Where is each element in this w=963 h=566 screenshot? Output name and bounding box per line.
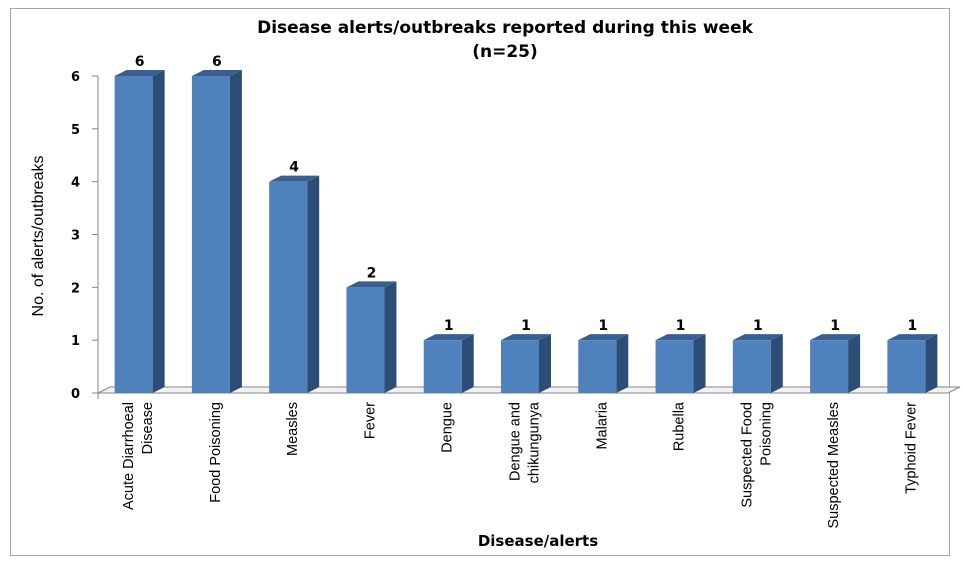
data-label: 4 (289, 160, 299, 176)
chart-subtitle: (n=25) (472, 42, 538, 62)
bar-front (423, 340, 462, 393)
bar (578, 334, 629, 393)
bar (810, 334, 861, 393)
bar-side (307, 175, 320, 393)
bars (114, 70, 938, 393)
chart-title: Disease alerts/outbreaks reported during… (257, 18, 754, 38)
category-label: Poisoning (758, 402, 774, 466)
category-label: Dengue (440, 402, 456, 453)
bar (423, 334, 474, 393)
bar-side (539, 334, 551, 393)
bar (501, 334, 551, 393)
bar (655, 334, 706, 393)
y-tick-label: 1 (71, 334, 80, 349)
category-label: Measles (285, 402, 301, 456)
bar-top (578, 334, 629, 341)
data-label: 6 (212, 54, 222, 70)
bar-top (269, 175, 320, 182)
bar-side (152, 70, 165, 393)
bar-side (848, 334, 861, 393)
category-label: Disease (140, 402, 156, 454)
bar (346, 281, 397, 393)
bar-top (501, 334, 551, 341)
category-label: Suspected Measles (826, 402, 842, 529)
bar-side (616, 334, 629, 393)
y-axis-title: No. of alerts/outbreaks (30, 156, 47, 317)
bar-front (578, 340, 617, 393)
data-label: 2 (367, 265, 377, 281)
bar-top (810, 334, 861, 341)
bar-front (655, 340, 694, 393)
category-label: Typhoid Fever (903, 402, 919, 494)
category-label: Food Poisoning (208, 402, 224, 503)
bar-front (269, 181, 308, 393)
bar (191, 70, 242, 393)
y-tick-label: 3 (71, 229, 80, 244)
data-label: 1 (676, 318, 686, 334)
category-label: Acute Diarrhoeal (121, 402, 137, 510)
bar-front (810, 340, 849, 393)
y-tick-label: 4 (71, 176, 80, 191)
data-label: 6 (135, 54, 145, 70)
category-label: Rubella (672, 401, 688, 451)
bar (732, 334, 783, 393)
bar-side (384, 281, 397, 393)
category-label: Suspected Food (739, 402, 755, 508)
category-label: Fever (362, 402, 378, 439)
bar-top (655, 334, 706, 341)
bar-front (114, 76, 153, 393)
bar-top (191, 70, 242, 76)
bar-front (501, 340, 539, 393)
chart-frame (10, 8, 950, 556)
bar (887, 334, 938, 393)
data-label: 1 (521, 318, 531, 334)
data-label: 1 (444, 318, 454, 334)
bar-front (191, 76, 230, 393)
category-label: Malaria (594, 401, 610, 449)
data-label: 1 (830, 318, 840, 334)
bar-side (925, 334, 938, 393)
y-tick-label: 6 (71, 70, 80, 85)
data-label: 1 (598, 318, 608, 334)
bar (269, 175, 320, 393)
bar-top (346, 281, 397, 288)
bar-side (229, 70, 242, 393)
bar-side (693, 334, 706, 393)
category-label: Dengue and (508, 402, 524, 481)
bar-front (887, 340, 926, 393)
bar-top (732, 334, 783, 341)
bar-front (346, 287, 385, 393)
y-tick-label: 2 (71, 281, 80, 296)
bar-side (461, 334, 474, 393)
bar (114, 70, 165, 393)
category-label: chikungunya (527, 401, 543, 483)
x-axis-title: Disease/alerts (478, 532, 598, 550)
labels: 6 Acute Diarrhoeal Disease 6 Food Poisoning 4… (121, 54, 919, 529)
y-tick-label: 0 (71, 387, 80, 402)
bar-top (887, 334, 938, 341)
bar-front (732, 340, 771, 393)
y-tick-label: 5 (71, 123, 80, 138)
data-label: 1 (907, 318, 917, 334)
bar-side (770, 334, 783, 393)
bar-top (423, 334, 474, 341)
bar-top (114, 70, 165, 76)
data-label: 1 (753, 318, 763, 334)
